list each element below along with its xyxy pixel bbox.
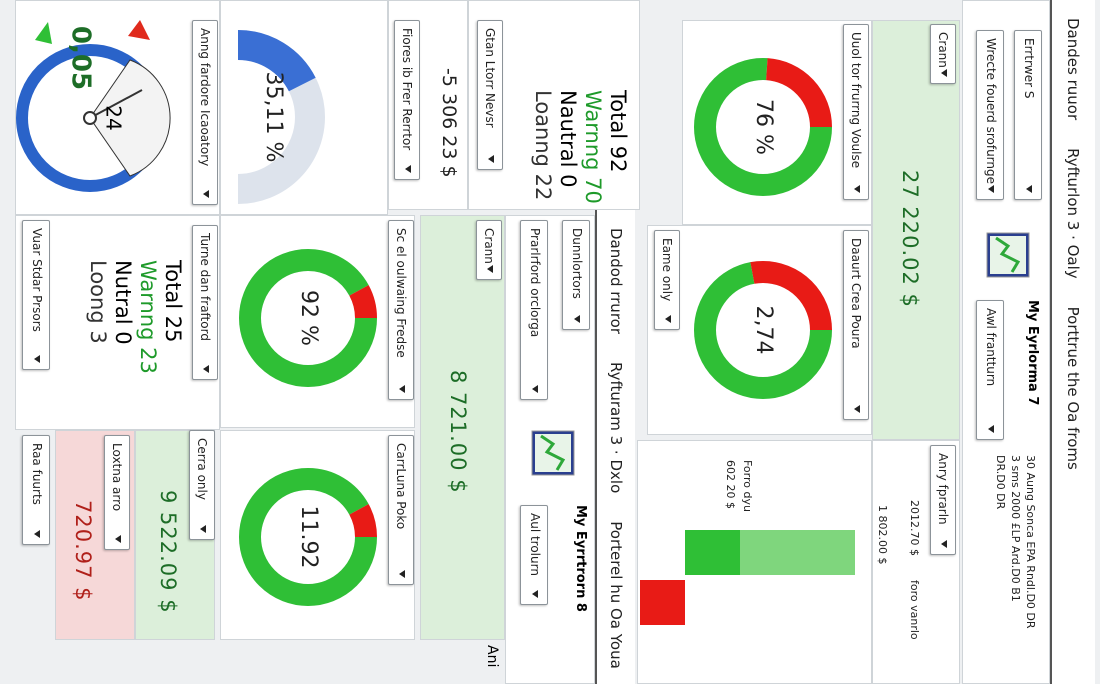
icon-line bbox=[995, 236, 1021, 273]
cash-value: 9 522.09 $ bbox=[156, 490, 180, 614]
bar-segment bbox=[640, 580, 685, 625]
tab[interactable]: Porterel hu Oa Youa bbox=[607, 521, 625, 669]
input-field[interactable]: Errtrwer S bbox=[1014, 30, 1042, 200]
summary-total: 1 802.00 $ bbox=[876, 505, 889, 565]
needle-hub bbox=[83, 111, 97, 125]
dropdown[interactable]: Crann bbox=[476, 220, 502, 280]
donut-red bbox=[239, 249, 377, 387]
dropdown[interactable]: Turne dan fraftord bbox=[192, 225, 218, 380]
tab[interactable]: Porttrue the Oa froms bbox=[1064, 306, 1083, 470]
icon-screen bbox=[535, 434, 571, 472]
donut-label: 92 % bbox=[296, 290, 321, 346]
gauge-fill bbox=[237, 30, 316, 92]
arrow-green bbox=[35, 22, 52, 44]
tab[interactable]: Dandod rruror bbox=[607, 228, 625, 334]
stat: Nutral 0 bbox=[111, 260, 135, 345]
donut-chart: 11.92 bbox=[239, 468, 377, 606]
donut-label: 11.92 bbox=[296, 506, 321, 569]
dropdown[interactable]: Anng fardore Icaoatory bbox=[192, 20, 218, 205]
donut-chart: 76 % bbox=[694, 58, 832, 196]
summary-line: 2012.70 $ bbox=[908, 500, 921, 556]
profile-name: My Eyrlorma 7 bbox=[1025, 300, 1040, 406]
tab[interactable]: Dandes ruuor bbox=[1064, 18, 1083, 121]
dial-face bbox=[89, 59, 171, 177]
bar-caption: Forro dyu bbox=[741, 460, 754, 512]
dropdown[interactable]: Loxtna arro bbox=[104, 435, 130, 550]
chart-icon bbox=[531, 430, 575, 476]
button[interactable]: Awl frantturn bbox=[976, 300, 1004, 440]
gauge-label: 35,11 % bbox=[261, 72, 286, 163]
dropdown[interactable]: Prarlrford orclorga bbox=[520, 220, 548, 400]
half-gauge: 35,11 % bbox=[237, 30, 325, 204]
button[interactable]: Aul trolurn bbox=[520, 505, 548, 605]
stat: Nautral 0 bbox=[556, 90, 580, 188]
donut-red bbox=[694, 58, 832, 196]
stat: Warnng 70 bbox=[581, 90, 605, 204]
dropdown[interactable]: CarrLuna Poko bbox=[388, 435, 414, 585]
dropdown[interactable]: Crann bbox=[930, 24, 956, 84]
button[interactable]: Vuar Stdar Prsors bbox=[22, 220, 50, 370]
dropdown[interactable]: Cerra only bbox=[189, 430, 215, 540]
tab[interactable]: Ryfturam 3 · Dxlo bbox=[607, 362, 625, 494]
chart-icon bbox=[986, 232, 1030, 278]
dial-value: 0,05 bbox=[66, 26, 96, 90]
balance-value: 27 220.02 $ bbox=[898, 170, 922, 308]
notes: 30 Aung Sonca EPA Rndl.D0 DR 3 sms 2000 … bbox=[993, 455, 1038, 629]
stats-list: Total 92 Warnng 70 Nautral 0 Loanng 22 bbox=[530, 90, 630, 204]
button[interactable]: Eame only bbox=[654, 230, 680, 330]
button[interactable]: Dunnlortors bbox=[562, 220, 590, 330]
donut-chart: 92 % bbox=[239, 249, 377, 387]
note: DR.D0 DR bbox=[994, 455, 1007, 510]
note: 3 sms 2000 £LP Ard.D0 B1 bbox=[1009, 455, 1022, 602]
stat: Warnng 23 bbox=[136, 260, 160, 374]
dropdown[interactable]: Wrecte fouerd srofurnge bbox=[976, 30, 1004, 200]
icon-screen bbox=[990, 236, 1026, 274]
stat: Loanng 22 bbox=[531, 90, 555, 201]
side-label: Ani bbox=[484, 645, 500, 668]
arrow-red bbox=[128, 20, 150, 40]
profile-name: My Eyrrtrorn 8 bbox=[573, 505, 588, 612]
dropdown[interactable]: Fiores ib Frer Rerrtor bbox=[394, 20, 420, 180]
dropdown[interactable]: Sc el oulwaing Fredse bbox=[388, 220, 414, 400]
donut-chart: 2,74 bbox=[694, 261, 832, 399]
bar-segment bbox=[740, 530, 855, 575]
button[interactable]: Raa fuurts bbox=[22, 435, 50, 545]
bar-caption-value: 602 20 $ bbox=[724, 460, 737, 509]
donut-label: 76 % bbox=[751, 99, 776, 155]
top-bar: Dandes ruuor Ryfturlon 3 · Oaly Porttrue… bbox=[1050, 0, 1095, 684]
dial-count: 24 bbox=[102, 105, 126, 130]
stats-list: Total 25 Warnng 23 Nutral 0 Loong 3 bbox=[85, 260, 185, 374]
stat: Total 25 bbox=[161, 260, 185, 343]
note: 30 Aung Sonca EPA Rndl.D0 DR bbox=[1024, 455, 1037, 629]
icon-line bbox=[540, 434, 566, 471]
dropdown[interactable]: Daaurt Crea Poura bbox=[843, 230, 869, 420]
donut-red bbox=[694, 261, 832, 399]
dropdown[interactable]: Uuol tor frurrng Voulse bbox=[843, 24, 869, 200]
sub-bar: Dandod rruror Ryfturam 3 · Dxlo Porterel… bbox=[595, 210, 635, 684]
stat: Loong 3 bbox=[86, 260, 110, 344]
needle bbox=[89, 89, 143, 119]
donut-red bbox=[239, 468, 377, 606]
bar-segment bbox=[685, 530, 740, 575]
donut-label: 2,74 bbox=[751, 306, 776, 355]
speedometer: 24 0,05 bbox=[16, 20, 171, 192]
loss-value: 720.97 $ bbox=[71, 500, 95, 602]
dropdown[interactable]: Gtan Ltorr Nevsr bbox=[477, 20, 503, 170]
summary-line: foro vanrlo bbox=[908, 580, 921, 640]
stat: Total 92 bbox=[606, 90, 630, 173]
pnl-value: -5 306 23 $ bbox=[438, 68, 460, 178]
dropdown[interactable]: Anry fprarln bbox=[930, 445, 956, 555]
balance-value: 8 721.00 $ bbox=[446, 370, 470, 494]
tab[interactable]: Ryfturlon 3 · Oaly bbox=[1064, 148, 1083, 279]
